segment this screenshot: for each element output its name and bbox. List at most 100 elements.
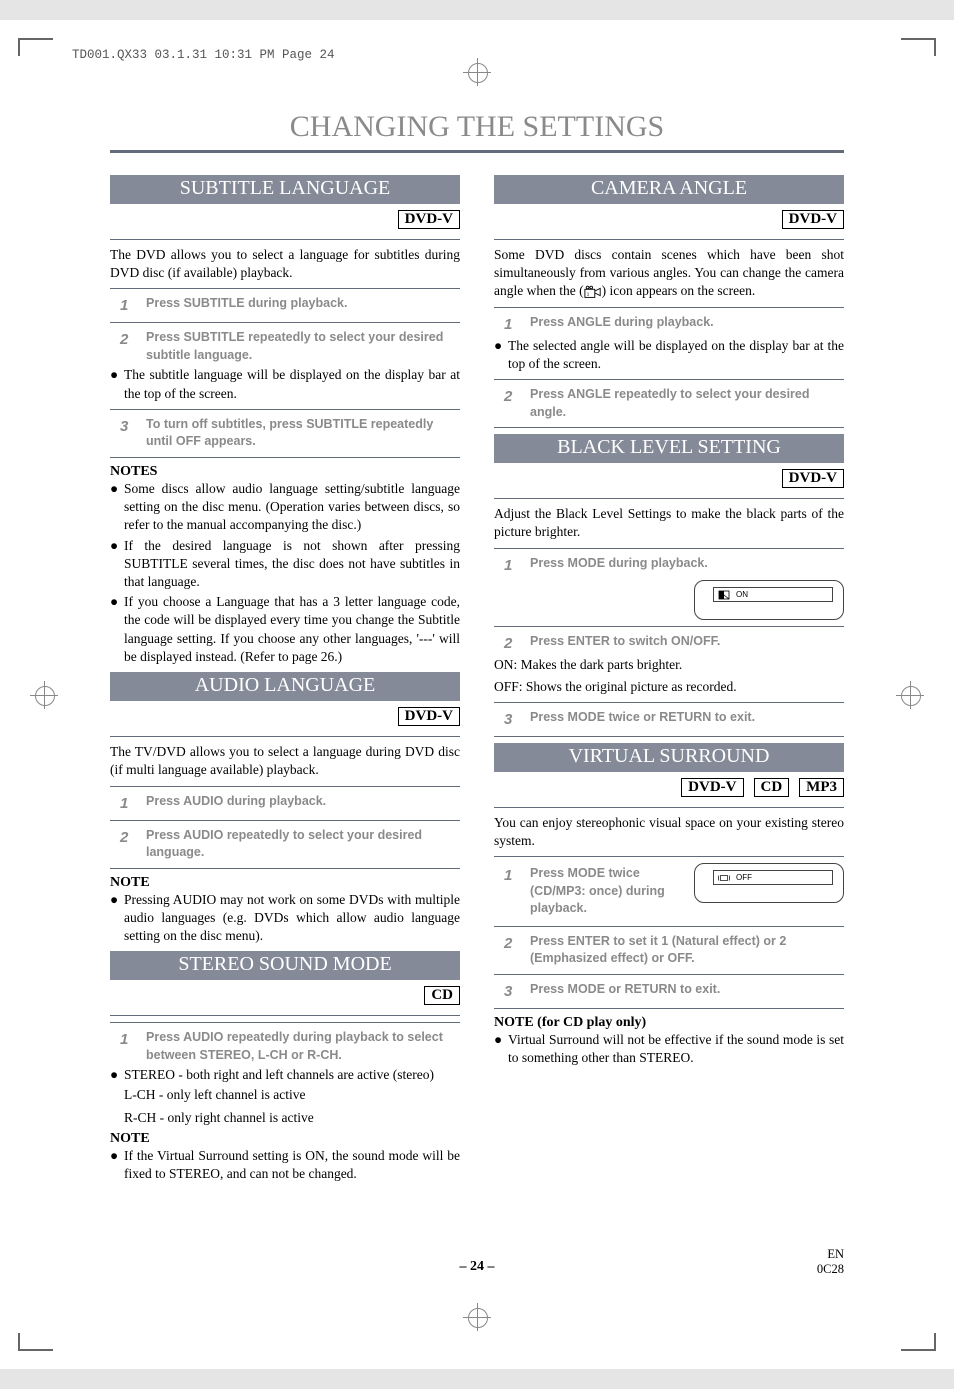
registration-mark-top: [463, 58, 491, 86]
bullet-dot: ●: [110, 891, 124, 946]
camera-angle-icon: 1: [584, 285, 602, 299]
step-text: Press MODE during playback.: [530, 555, 844, 576]
bullet-dot: ●: [110, 480, 124, 535]
rule: [494, 974, 844, 975]
bullet-text: If you choose a Language that has a 3 le…: [124, 593, 460, 666]
crop-mark-tl: [18, 38, 53, 56]
rule: [494, 1008, 844, 1009]
step-text: Press SUBTITLE repeatedly to select your…: [146, 329, 460, 364]
black-step-3: 3Press MODE twice or RETURN to exit.: [504, 709, 844, 730]
virtual-intro: You can enjoy stereophonic visual space …: [494, 814, 844, 850]
subtitle-intro: The DVD allows you to select a language …: [110, 246, 460, 282]
rule: [494, 702, 844, 703]
step-text: Press ANGLE repeatedly to select your de…: [530, 386, 844, 421]
black-level-head: BLACK LEVEL SETTING: [494, 434, 844, 463]
audio-intro: The TV/DVD allows you to select a langua…: [110, 743, 460, 779]
bullet-text: Pressing AUDIO may not work on some DVDs…: [124, 891, 460, 946]
badge-dvdv: DVD-V: [398, 210, 460, 229]
crop-mark-br: [901, 1333, 936, 1351]
black-step-1: 1Press MODE during playback.: [504, 555, 844, 576]
badge-dvdv: DVD-V: [782, 210, 844, 229]
rule: [494, 239, 844, 240]
badge-cd: CD: [754, 778, 790, 797]
rule: [110, 457, 460, 458]
registration-mark-bottom: [463, 1303, 491, 1331]
brightness-icon: [718, 590, 730, 600]
virtual-step-3: 3Press MODE or RETURN to exit.: [504, 981, 844, 1002]
bullet-text: If the Virtual Surround setting is ON, t…: [124, 1147, 460, 1183]
subtitle-note-2: ●If the desired language is not shown af…: [110, 537, 460, 592]
audio-step-1: 1Press AUDIO during playback.: [120, 793, 460, 814]
subtitle-note-3: ●If you choose a Language that has a 3 l…: [110, 593, 460, 666]
camera-bullet-1: ●The selected angle will be displayed on…: [494, 337, 844, 373]
badge-dvdv: DVD-V: [782, 469, 844, 488]
step-text: Press AUDIO repeatedly during playback t…: [146, 1029, 460, 1064]
bullet-text: The subtitle language will be displayed …: [124, 366, 460, 402]
audio-badges: DVD-V: [110, 707, 460, 726]
stereo-lch: L-CH - only left channel is active: [124, 1086, 460, 1104]
step-text: To turn off subtitles, press SUBTITLE re…: [146, 416, 460, 451]
osd-label: ON: [736, 590, 748, 599]
step-num: 2: [504, 386, 518, 421]
crop-mark-tr: [901, 38, 936, 56]
bullet-dot: ●: [494, 337, 508, 373]
rule: [494, 498, 844, 499]
rule: [110, 786, 460, 787]
manual-page: TD001.QX33 03.1.31 10:31 PM Page 24 CHAN…: [0, 20, 954, 1369]
step-text: Press ANGLE during playback.: [530, 314, 844, 335]
black-badges: DVD-V: [494, 469, 844, 488]
rule: [110, 409, 460, 410]
virtual-step-1-row: 1Press MODE twice (CD/MP3: once) during …: [494, 863, 844, 920]
stereo-note-1: ●If the Virtual Surround setting is ON, …: [110, 1147, 460, 1183]
print-runheader: TD001.QX33 03.1.31 10:31 PM Page 24: [72, 48, 335, 62]
virtual-step-2: 2Press ENTER to set it 1 (Natural effect…: [504, 933, 844, 968]
surround-icon: [718, 873, 730, 883]
osd-inner: ON: [713, 587, 833, 602]
rule: [494, 926, 844, 927]
registration-mark-right: [896, 681, 924, 709]
step-text: Press MODE twice (CD/MP3: once) during p…: [530, 865, 682, 918]
step-num: 1: [504, 865, 518, 918]
rule: [110, 1015, 460, 1016]
bullet-text: Some discs allow audio language setting/…: [124, 480, 460, 535]
content-columns: SUBTITLE LANGUAGE DVD-V The DVD allows y…: [110, 175, 844, 1185]
camera-intro: Some DVD discs contain scenes which have…: [494, 246, 844, 301]
stereo-bullet-1: ●STEREO - both right and left channels a…: [110, 1066, 460, 1084]
step-num: 2: [504, 633, 518, 654]
subtitle-bullet-1: ●The subtitle language will be displayed…: [110, 366, 460, 402]
subtitle-language-head: SUBTITLE LANGUAGE: [110, 175, 460, 204]
black-off: OFF: Shows the original picture as recor…: [494, 678, 844, 696]
osd-inner: OFF: [713, 870, 833, 885]
stereo-badges: CD: [110, 986, 460, 1005]
virtual-note-1: ●Virtual Surround will not be effective …: [494, 1031, 844, 1067]
audio-step-2: 2Press AUDIO repeatedly to select your d…: [120, 827, 460, 862]
rule: [494, 626, 844, 627]
title-rule: [110, 150, 844, 153]
camera-angle-head: CAMERA ANGLE: [494, 175, 844, 204]
svg-text:1: 1: [586, 292, 589, 297]
stereo-step-1: 1Press AUDIO repeatedly during playback …: [120, 1029, 460, 1064]
step-num: 2: [504, 933, 518, 968]
bullet-dot: ●: [110, 366, 124, 402]
footer-right: EN 0C28: [817, 1247, 844, 1277]
notes-head: NOTE: [110, 875, 460, 891]
step-num: 3: [504, 709, 518, 730]
subtitle-step-3: 3To turn off subtitles, press SUBTITLE r…: [120, 416, 460, 451]
footer-code: 0C28: [817, 1262, 844, 1277]
notes-head: NOTE (for CD play only): [494, 1015, 844, 1031]
step-text: Press MODE or RETURN to exit.: [530, 981, 844, 1002]
crop-mark-bl: [18, 1333, 53, 1351]
subtitle-badges: DVD-V: [110, 210, 460, 229]
right-column: CAMERA ANGLE DVD-V Some DVD discs contai…: [494, 175, 844, 1185]
bullet-dot: ●: [494, 1031, 508, 1067]
page-title: CHANGING THE SETTINGS: [110, 110, 844, 144]
rule: [494, 427, 844, 428]
badge-mp3: MP3: [799, 778, 844, 797]
step-num: 2: [120, 827, 134, 862]
virtual-step-1: 1Press MODE twice (CD/MP3: once) during …: [504, 865, 682, 918]
step-text: Press AUDIO during playback.: [146, 793, 460, 814]
stereo-sound-head: STEREO SOUND MODE: [110, 951, 460, 980]
badge-dvdv: DVD-V: [398, 707, 460, 726]
rule: [110, 820, 460, 821]
rule: [494, 548, 844, 549]
